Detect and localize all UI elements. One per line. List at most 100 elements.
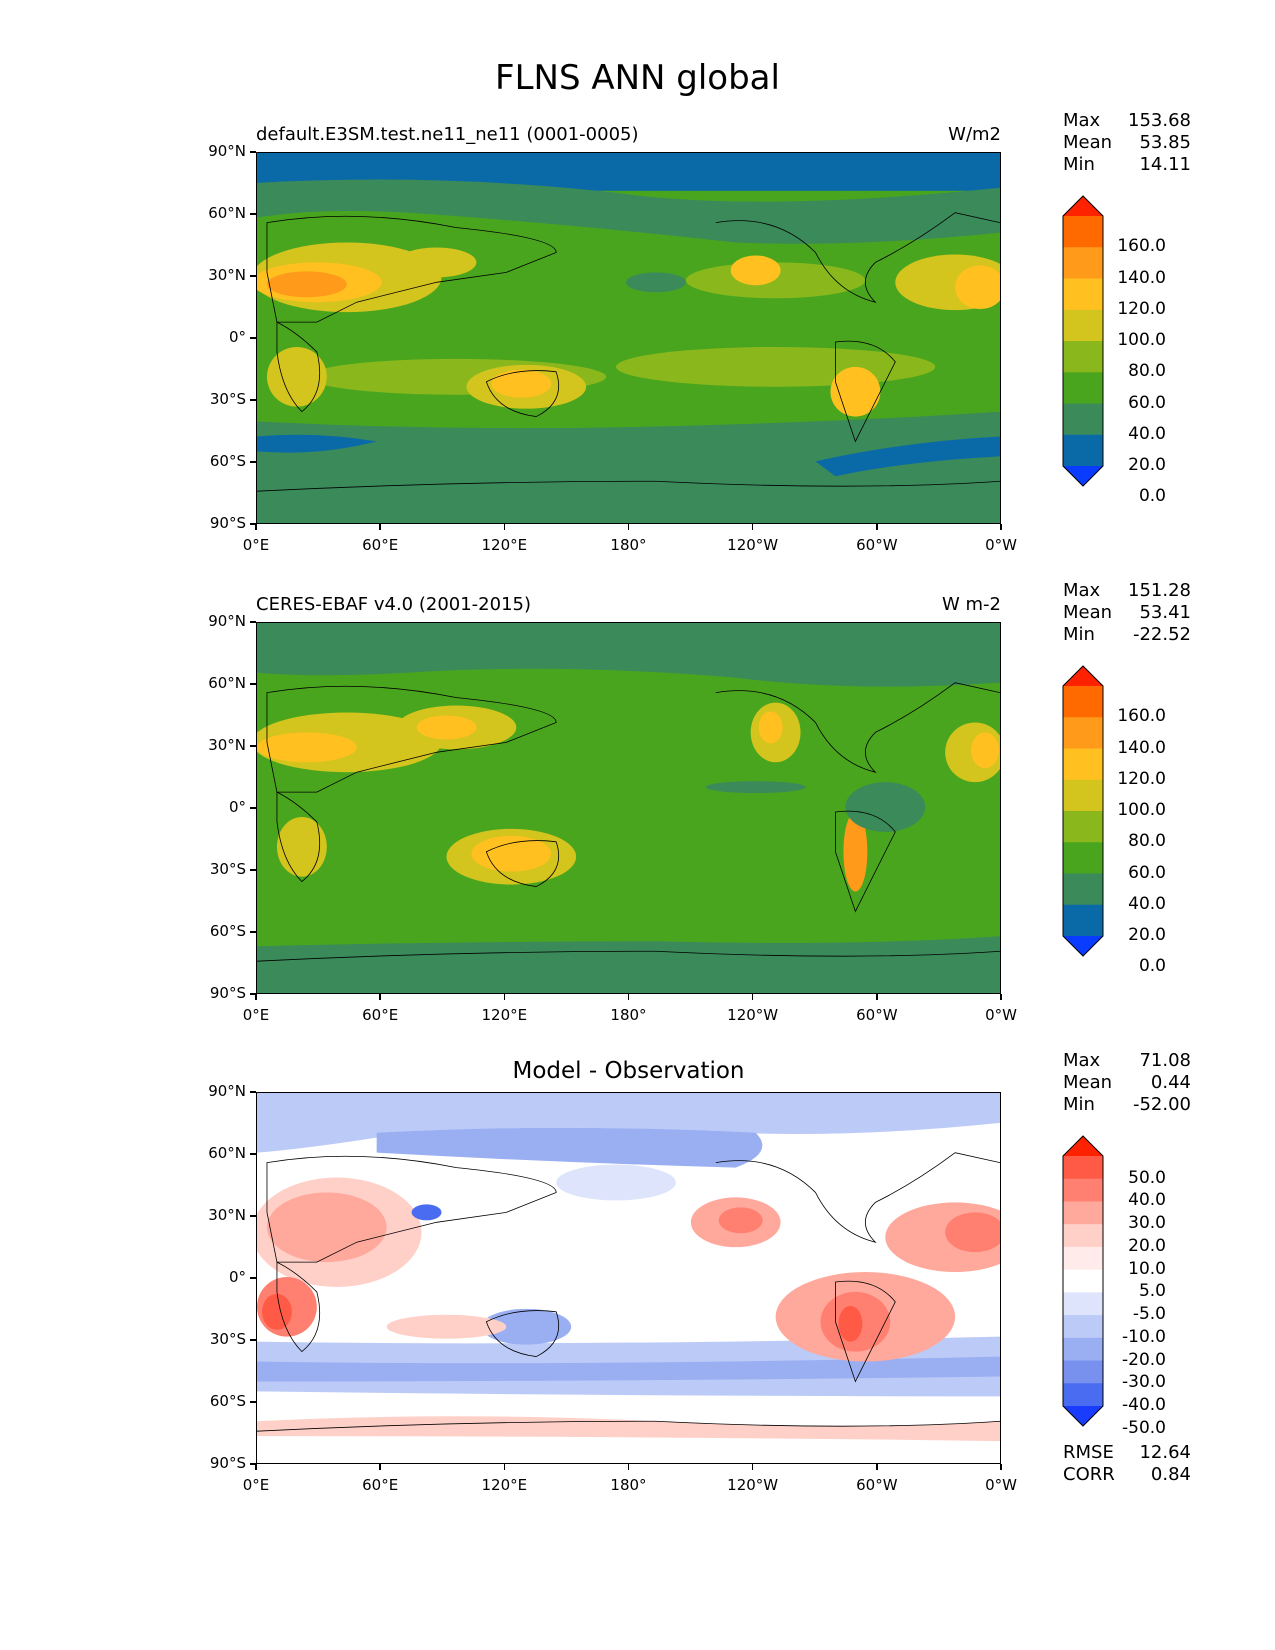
lat-label: 60°N <box>208 674 246 692</box>
observation-panel: CERES-EBAF v4.0 (2001-2015) W m-2 <box>0 580 1275 1064</box>
colorbar-label: 160.0 <box>1117 236 1166 257</box>
min-label: Min <box>1063 624 1095 645</box>
lat-label: 90°S <box>209 514 246 532</box>
rmse-value: 12.64 <box>1139 1442 1191 1463</box>
colorbar-segment <box>1063 873 1103 906</box>
lon-tick <box>876 524 878 530</box>
lon-label: 180° <box>610 536 647 554</box>
colorbar-label: 0.0 <box>1138 486 1166 507</box>
corr-label: CORR <box>1063 1464 1115 1485</box>
min-value: 14.11 <box>1139 154 1191 175</box>
lon-tick <box>255 994 257 1000</box>
difference-map-field <box>257 1093 1000 1463</box>
colorbar-segment <box>1063 278 1103 311</box>
colorbar-segment <box>1063 403 1103 436</box>
colorbar-segment <box>1063 1269 1103 1293</box>
lon-label: 60°W <box>856 1006 898 1024</box>
colorbar-segment <box>1063 1360 1103 1384</box>
lon-label: 60°E <box>362 1006 399 1024</box>
colorbar <box>1062 1135 1104 1427</box>
colorbar-label: 40.0 <box>1128 893 1166 914</box>
mean-label: Mean <box>1063 602 1113 623</box>
colorbar-segment <box>1063 904 1103 937</box>
mean-value: 53.41 <box>1139 602 1191 623</box>
lat-label: 60°S <box>209 922 246 940</box>
lat-tick <box>250 869 256 871</box>
colorbar-segment <box>1063 1383 1103 1407</box>
colorbar-label: 60.0 <box>1128 392 1166 413</box>
colorbar-segment <box>1063 811 1103 843</box>
observation-map-title: CERES-EBAF v4.0 (2001-2015) <box>256 594 532 615</box>
colorbar-segment <box>1063 434 1103 467</box>
lon-label: 0°E <box>242 536 270 554</box>
lat-label: 60°S <box>209 1392 246 1410</box>
figure-title: FLNS ANN global <box>495 58 780 98</box>
lon-label: 0°E <box>242 1006 270 1024</box>
colorbar-segment <box>1063 1156 1103 1180</box>
difference-panel: Model - Observation <box>0 1050 1275 1534</box>
colorbar-segment <box>1063 1201 1103 1225</box>
colorbar-label: 30.0 <box>1128 1213 1166 1234</box>
lon-tick <box>503 524 506 530</box>
lon-tick <box>379 994 381 1000</box>
colorbar-label: 80.0 <box>1128 831 1166 852</box>
colorbar-segment <box>1063 1178 1103 1202</box>
observation-map <box>256 622 1001 994</box>
lat-label: 30°N <box>208 1206 246 1224</box>
lon-label: 180° <box>610 1006 647 1024</box>
colorbar-top-extend <box>1063 1136 1103 1156</box>
lat-label: 0° <box>228 328 246 346</box>
colorbar-outline <box>1062 665 1104 957</box>
max-label: Max <box>1063 580 1101 601</box>
colorbar-label: 10.0 <box>1128 1258 1166 1279</box>
lon-tick <box>627 994 630 1000</box>
lat-tick <box>250 1277 256 1279</box>
lat-tick <box>250 151 256 153</box>
mean-label: Mean <box>1063 1072 1113 1093</box>
colorbar-label: 60.0 <box>1128 862 1166 883</box>
colorbar-label: -5.0 <box>1132 1304 1166 1325</box>
lat-tick <box>250 213 256 215</box>
lat-label: 60°N <box>208 204 246 222</box>
lat-tick <box>250 337 256 339</box>
min-value: -52.00 <box>1132 1094 1191 1115</box>
lon-tick <box>751 1464 754 1470</box>
lon-label: 0°W <box>985 1006 1017 1024</box>
lon-label: 120°E <box>481 1476 528 1494</box>
lon-label: 60°W <box>856 1476 898 1494</box>
lon-tick <box>627 1464 630 1470</box>
lon-tick <box>1000 524 1002 530</box>
lat-tick <box>250 621 256 623</box>
colorbar-bottom-extend <box>1063 936 1103 956</box>
min-label: Min <box>1063 154 1095 175</box>
colorbar-label: 120.0 <box>1117 298 1166 319</box>
model-map-title: default.E3SM.test.ne11_ne11 (0001-0005) <box>256 124 639 145</box>
colorbar-label: 120.0 <box>1117 768 1166 789</box>
lat-label: 0° <box>228 1268 246 1286</box>
lat-tick <box>250 993 256 995</box>
lat-tick <box>250 523 256 525</box>
lon-tick <box>255 1464 257 1470</box>
difference-map-title: Model - Observation <box>512 1058 745 1084</box>
model-map-field <box>257 153 1000 523</box>
lat-tick <box>250 461 256 463</box>
colorbar-segment <box>1063 372 1103 404</box>
lon-tick <box>503 994 506 1000</box>
colorbar <box>1062 665 1104 957</box>
colorbar-segment <box>1063 1292 1103 1316</box>
difference-map <box>256 1092 1001 1464</box>
colorbar-label: 20.0 <box>1128 925 1166 945</box>
model-stats: Max 153.68 Mean 53.85 Min 14.11 <box>1063 110 1191 176</box>
colorbar-segment <box>1063 1337 1103 1362</box>
difference-stats: Max 71.08 Mean 0.44 Min -52.00 <box>1063 1050 1191 1116</box>
lat-tick <box>250 399 256 401</box>
colorbar-label: 40.0 <box>1128 1190 1166 1211</box>
lon-tick <box>379 524 381 530</box>
lon-label: 120°E <box>481 1006 528 1024</box>
lat-label: 90°N <box>208 1082 246 1100</box>
max-value: 71.08 <box>1139 1050 1191 1071</box>
observation-units: W m-2 <box>941 594 1001 615</box>
colorbar-segment <box>1063 686 1103 718</box>
colorbar <box>1062 195 1104 487</box>
min-label: Min <box>1063 1094 1095 1115</box>
